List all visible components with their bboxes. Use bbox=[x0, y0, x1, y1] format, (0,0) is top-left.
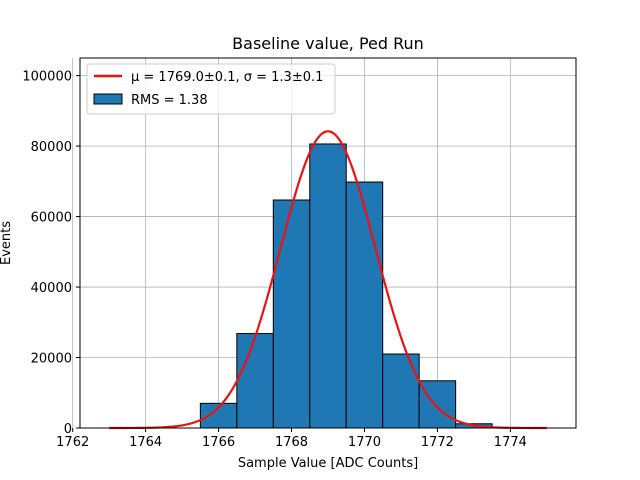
histogram-bar bbox=[345, 181, 384, 429]
histogram-bar bbox=[418, 380, 457, 429]
legend-hist-label: RMS = 1.38 bbox=[131, 93, 208, 108]
legend-fit-label: μ = 1769.0±0.1, σ = 1.3±0.1 bbox=[131, 70, 323, 85]
legend-hist-swatch bbox=[93, 93, 123, 105]
x-tick-label: 1768 bbox=[275, 435, 308, 450]
histogram-bar bbox=[272, 199, 311, 429]
histogram-bar bbox=[309, 143, 347, 429]
histogram-bars bbox=[199, 143, 493, 429]
plot-frame bbox=[79, 57, 577, 429]
y-axis-label: Events bbox=[0, 221, 14, 265]
y-tick-label: 100000 bbox=[22, 70, 72, 85]
y-tick-label: 20000 bbox=[31, 352, 72, 367]
x-tick-label: 1762 bbox=[56, 435, 89, 450]
y-axis-ticks: 0 20000 40000 60000 80000 100000 bbox=[22, 70, 80, 437]
y-tick-label: 0 bbox=[64, 422, 72, 437]
x-axis-ticks: 1762 1764 1766 1768 1770 1772 1774 bbox=[56, 428, 527, 450]
x-tick-label: 1772 bbox=[421, 435, 454, 450]
y-tick-label: 80000 bbox=[31, 140, 72, 155]
x-tick-label: 1774 bbox=[494, 435, 527, 450]
legend-box bbox=[86, 63, 336, 115]
x-tick-label: 1770 bbox=[348, 435, 381, 450]
x-axis-label: Sample Value [ADC Counts] bbox=[238, 456, 418, 471]
histogram-bar bbox=[382, 353, 420, 429]
fit-curve-group bbox=[109, 130, 547, 430]
chart-title: Baseline value, Ped Run bbox=[232, 34, 424, 53]
y-tick-label: 60000 bbox=[31, 211, 72, 226]
histogram-bar bbox=[236, 333, 274, 429]
y-tick-label: 40000 bbox=[31, 281, 72, 296]
x-tick-label: 1764 bbox=[129, 435, 162, 450]
x-tick-label: 1766 bbox=[202, 435, 235, 450]
fit-curve bbox=[109, 130, 547, 430]
legend: μ = 1769.0±0.1, σ = 1.3±0.1 RMS = 1.38 bbox=[86, 63, 336, 115]
